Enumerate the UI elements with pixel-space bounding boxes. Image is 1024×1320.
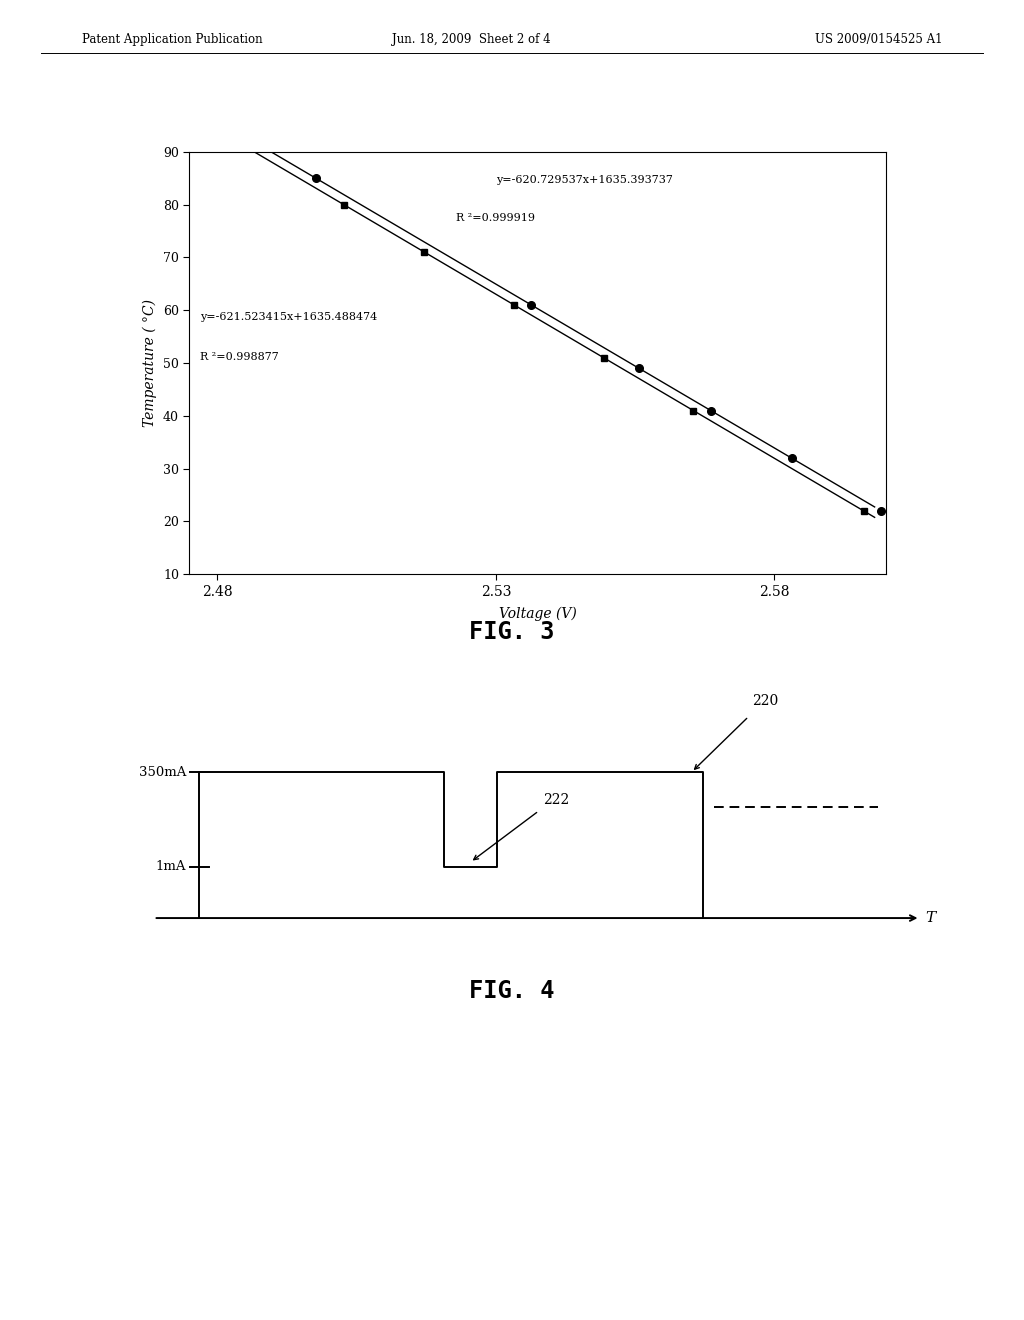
X-axis label: Voltage (V): Voltage (V)	[499, 607, 577, 622]
Text: R ²=0.999919: R ²=0.999919	[457, 213, 536, 223]
Text: Jun. 18, 2009  Sheet 2 of 4: Jun. 18, 2009 Sheet 2 of 4	[392, 33, 550, 46]
Text: 222: 222	[543, 792, 569, 807]
Text: Patent Application Publication: Patent Application Publication	[82, 33, 262, 46]
Text: FIG. 4: FIG. 4	[469, 979, 555, 1003]
Text: US 2009/0154525 A1: US 2009/0154525 A1	[814, 33, 942, 46]
Y-axis label: Temperature ( °C): Temperature ( °C)	[143, 300, 158, 426]
Text: 220: 220	[753, 694, 779, 708]
Text: R ²=0.998877: R ²=0.998877	[200, 352, 279, 363]
Text: 350mA: 350mA	[139, 766, 186, 779]
Text: y=-621.523415x+1635.488474: y=-621.523415x+1635.488474	[200, 313, 377, 322]
Text: 1mA: 1mA	[156, 861, 186, 873]
Text: T: T	[926, 911, 936, 925]
Text: FIG. 3: FIG. 3	[469, 620, 555, 644]
Text: y=-620.729537x+1635.393737: y=-620.729537x+1635.393737	[496, 176, 673, 185]
